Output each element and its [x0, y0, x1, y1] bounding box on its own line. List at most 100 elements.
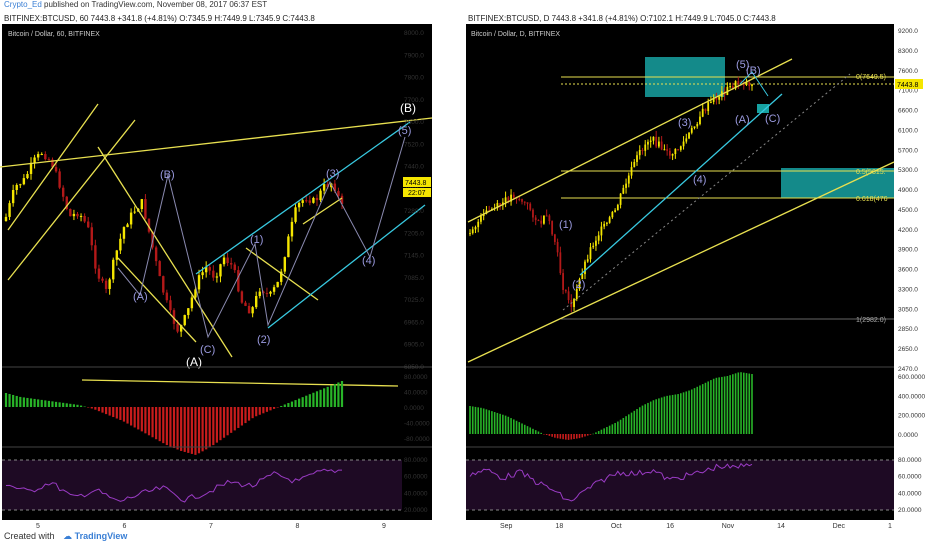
x-tick-label: 9	[382, 523, 386, 530]
histogram-bar	[51, 401, 54, 407]
axis-tick-label: 6600.0	[898, 108, 918, 115]
candle-body	[29, 162, 33, 174]
histogram-bar	[58, 402, 61, 407]
histogram-bar	[641, 405, 644, 434]
candle-body	[510, 194, 512, 202]
author-link[interactable]: Crypto_Ed	[4, 0, 42, 9]
histogram-bar	[649, 401, 652, 434]
histogram-bar	[608, 425, 611, 434]
histogram-bar	[137, 407, 140, 430]
candle-body	[644, 144, 647, 151]
histogram-bar	[115, 407, 118, 419]
candle-body	[340, 195, 344, 204]
candle-body	[652, 136, 655, 141]
histogram-bar	[680, 393, 682, 434]
histogram-bar	[104, 407, 108, 415]
histogram-bar	[22, 397, 25, 407]
histogram-bar	[165, 407, 168, 446]
histogram-bar	[543, 434, 545, 435]
candle-body	[616, 204, 619, 211]
candle-body	[294, 207, 297, 222]
histogram-bar	[337, 382, 340, 407]
histogram-bar	[537, 431, 540, 434]
histogram-bar	[581, 434, 584, 438]
right-oscillator-histogram	[469, 372, 753, 440]
histogram-bar	[79, 405, 83, 407]
histogram-bar	[187, 407, 190, 453]
candle-body	[647, 141, 649, 145]
histogram-bar	[600, 429, 603, 434]
candle-body	[658, 141, 660, 147]
left-price-tag-text: 7443.8	[405, 180, 427, 187]
histogram-bar	[330, 385, 333, 407]
axis-tick-label: 6965.0	[404, 319, 424, 326]
candle-body	[83, 215, 86, 222]
wave-label-4: (4)	[693, 174, 706, 186]
candle-body	[474, 227, 477, 230]
candle-body	[469, 233, 471, 235]
candle-body	[731, 86, 734, 89]
histogram-bar	[283, 404, 286, 407]
histogram-bar	[305, 395, 308, 407]
histogram-bar	[255, 407, 258, 417]
tradingview-brand[interactable]: TradingView	[74, 531, 128, 541]
candle-body	[19, 184, 22, 186]
axis-tick-label: 3600.0	[898, 267, 918, 274]
histogram-bar	[219, 407, 222, 441]
histogram-bar	[712, 378, 715, 434]
left-rsi-band	[2, 460, 402, 510]
histogram-bar	[562, 434, 564, 440]
candle-body	[663, 149, 666, 151]
candle-body	[58, 171, 61, 188]
candle-body	[305, 200, 308, 202]
created-with-text: Created with	[4, 531, 55, 541]
candle-body	[90, 227, 93, 246]
histogram-bar	[647, 402, 649, 434]
histogram-bar	[740, 372, 742, 434]
left-chart-title: Bitcoin / Dollar, 60, BITFINEX	[8, 31, 100, 38]
candle-body	[301, 200, 304, 203]
candle-body	[529, 203, 532, 210]
candle-body	[61, 187, 65, 197]
candle-body	[693, 126, 696, 129]
candle-body	[315, 197, 319, 201]
histogram-bar	[644, 404, 647, 434]
axis-tick-label: 6905.0	[404, 342, 424, 349]
candle-body	[76, 213, 79, 217]
left-candles	[4, 151, 344, 337]
histogram-bar	[482, 408, 485, 434]
candle-body	[229, 263, 233, 265]
histogram-bar	[658, 398, 660, 434]
x-tick-label: Nov	[722, 523, 735, 530]
histogram-bar	[729, 375, 731, 434]
osc-divergence-line	[81, 379, 399, 387]
histogram-bar	[122, 407, 126, 422]
histogram-bar	[262, 407, 265, 414]
histogram-bar	[323, 388, 326, 407]
candle-body	[65, 196, 68, 209]
candle-body	[707, 102, 710, 112]
candle-body	[115, 250, 119, 260]
histogram-bar	[534, 430, 537, 434]
histogram-bar	[480, 407, 482, 434]
histogram-bar	[699, 385, 701, 434]
left-price-tag	[403, 177, 431, 187]
histogram-bar	[205, 407, 208, 450]
candle-body	[499, 203, 502, 206]
candle-body	[551, 221, 554, 235]
histogram-bar	[513, 419, 515, 434]
wave-label-B-white: (B)	[400, 101, 416, 115]
histogram-bar	[586, 434, 589, 436]
histogram-bar	[126, 407, 129, 424]
histogram-bar	[636, 409, 638, 434]
candle-body	[710, 101, 712, 103]
candle-body	[515, 197, 518, 200]
wave-label-C: (C)	[200, 344, 215, 356]
wave-label-4: (4)	[362, 255, 375, 267]
histogram-bar	[147, 407, 151, 436]
candle-body	[140, 199, 144, 210]
histogram-bar	[474, 406, 477, 434]
candle-body	[586, 259, 589, 262]
candle-body	[51, 159, 54, 168]
histogram-bar	[133, 407, 136, 428]
